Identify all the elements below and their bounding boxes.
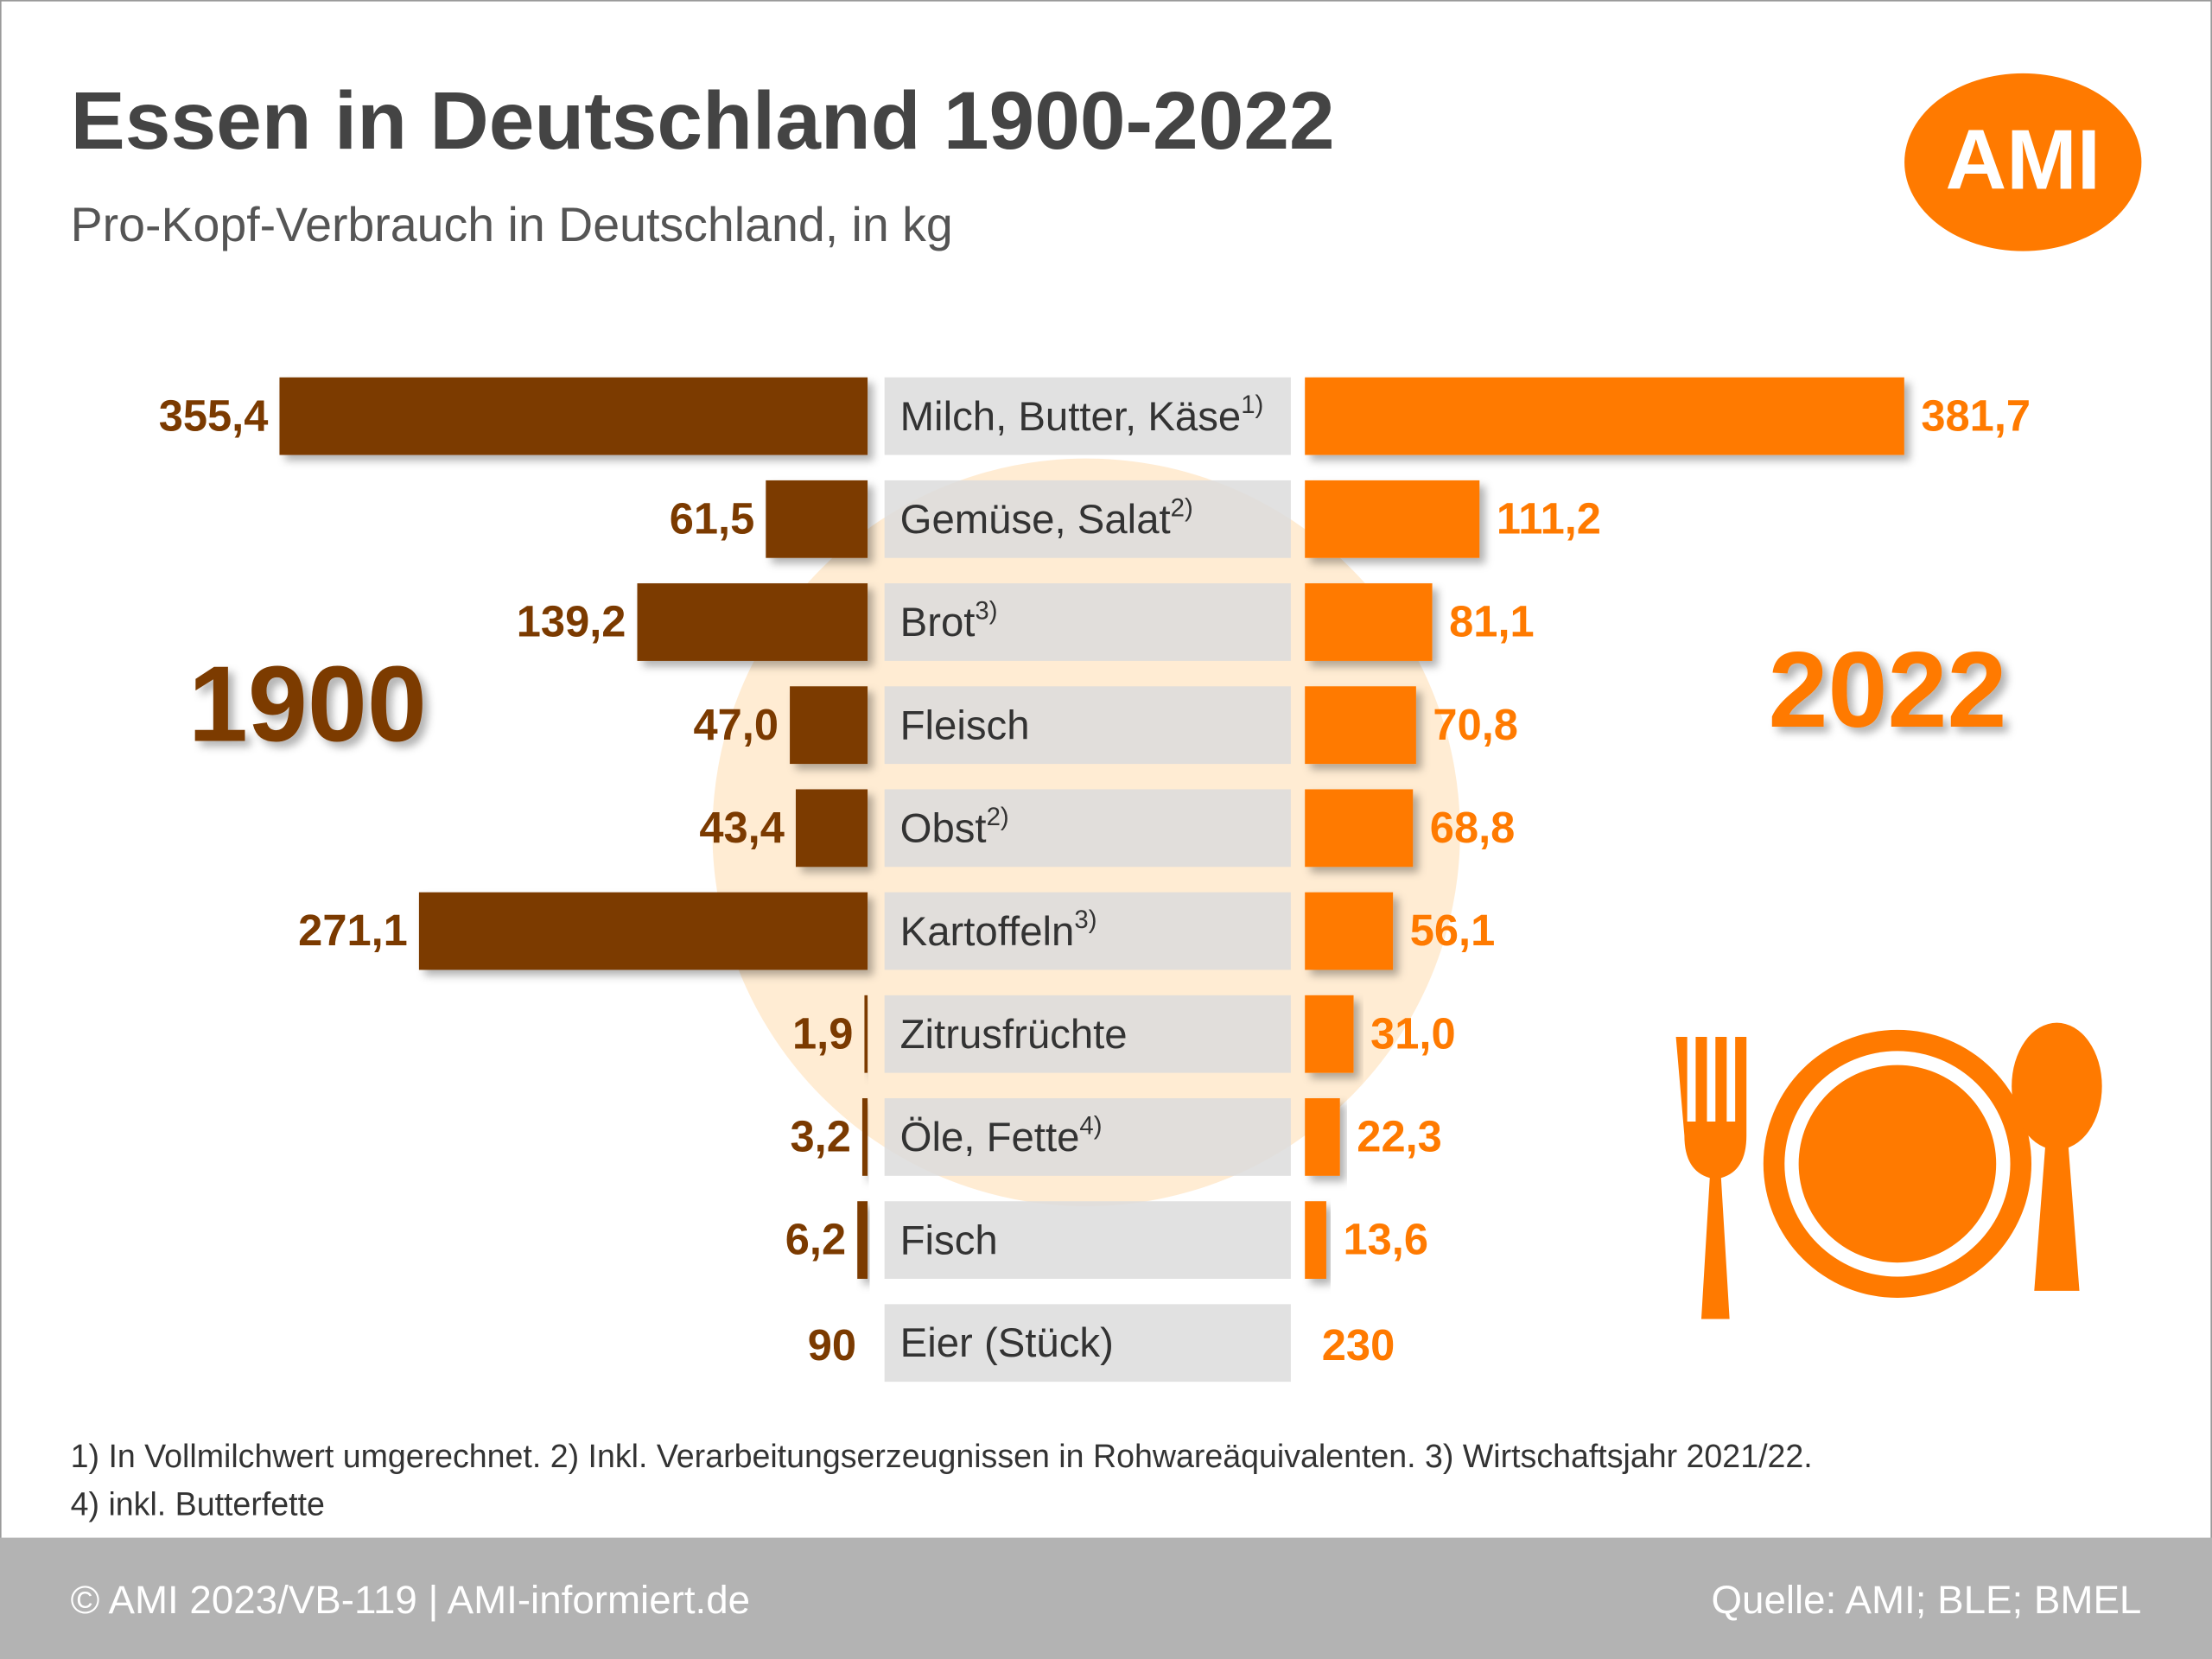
- series-name: 2022: [1768, 631, 2006, 750]
- value-label: 56,1: [1410, 906, 1496, 955]
- bar: [1305, 1201, 1326, 1279]
- fork: [1675, 1037, 1747, 1319]
- category-box: [884, 686, 1291, 765]
- bar: [857, 1201, 868, 1279]
- value-label: 1,9: [792, 1008, 853, 1058]
- series-name: 1900: [188, 645, 427, 764]
- value-label: 61,5: [670, 493, 755, 543]
- category-text: Öle, Fette: [900, 1115, 1080, 1160]
- category-note: 3): [975, 596, 997, 625]
- logo-bg: [1904, 73, 2142, 251]
- category-note: 1): [1241, 391, 1263, 419]
- category-box: [884, 1304, 1291, 1382]
- category-box: [884, 1098, 1291, 1176]
- value-label: 68,8: [1430, 803, 1516, 852]
- category-label: Zitrusfrüchte: [900, 1012, 1128, 1058]
- value-label: 139,2: [517, 597, 626, 646]
- value-label: 22,3: [1357, 1112, 1442, 1161]
- bar: [1305, 789, 1414, 868]
- chart-subtitle: Pro-Kopf-Verbrauch in Deutschland, in kg: [71, 198, 953, 251]
- value-label: 6,2: [785, 1215, 846, 1264]
- category-label: Obst2): [900, 803, 1009, 851]
- category-label: Fleisch: [900, 702, 1030, 748]
- footer-right: Quelle: AMI; BLE; BMEL: [1711, 1578, 2141, 1622]
- bar: [766, 480, 868, 558]
- spoon-handle: [2034, 1142, 2080, 1291]
- bar: [790, 686, 868, 765]
- category-box: [884, 377, 1291, 455]
- category-label: Öle, Fette4): [900, 1111, 1103, 1160]
- category-box: [884, 480, 1291, 558]
- bar: [279, 377, 868, 455]
- value-label: 81,1: [1449, 597, 1535, 646]
- category-note: 4): [1079, 1111, 1102, 1140]
- bar: [1305, 377, 1904, 455]
- bar: [1305, 583, 1433, 661]
- footer-left: © AMI 2023/VB-119 | AMI-informiert.de: [71, 1578, 750, 1622]
- plate-center: [1798, 1065, 1997, 1263]
- category-box: [884, 583, 1291, 661]
- category-text: Zitrusfrüchte: [900, 1012, 1128, 1058]
- bar: [864, 995, 868, 1073]
- value-label: 355,4: [159, 391, 269, 440]
- category-box: [884, 1201, 1291, 1279]
- category-text: Obst: [900, 805, 987, 851]
- bar: [1305, 892, 1394, 970]
- category-label: Gemüse, Salat2): [900, 493, 1193, 542]
- value-label: 381,7: [1921, 391, 2031, 440]
- bar: [1305, 686, 1416, 765]
- category-text: Fisch: [900, 1217, 998, 1263]
- bar: [637, 583, 868, 661]
- value-label: 90: [808, 1320, 856, 1370]
- bar: [418, 892, 868, 970]
- bar: [1305, 480, 1480, 558]
- value-label: 47,0: [693, 700, 779, 749]
- bar: [795, 789, 868, 868]
- category-label: Brot3): [900, 596, 998, 645]
- spoon-head: [2012, 1022, 2102, 1150]
- footer-bar: [0, 1537, 2212, 1659]
- category-box: [884, 995, 1291, 1073]
- logo: AMI: [1945, 112, 2101, 207]
- category-text: Milch, Butter, Käse: [900, 393, 1242, 439]
- category-note: 2): [1171, 493, 1193, 522]
- category-text: Kartoffeln: [900, 908, 1075, 954]
- category-box: [884, 789, 1291, 868]
- bar: [1305, 1098, 1340, 1176]
- category-text: Gemüse, Salat: [900, 497, 1171, 543]
- category-label: Fisch: [900, 1217, 998, 1263]
- value-label: 70,8: [1433, 700, 1518, 749]
- plate-icon: [1675, 1022, 2102, 1319]
- footnote: 1) In Vollmilchwert umgerechnet. 2) Inkl…: [71, 1438, 1813, 1474]
- category-text: Brot: [900, 600, 976, 645]
- category-note: 2): [987, 803, 1009, 831]
- bar: [1305, 995, 1354, 1073]
- category-note: 3): [1074, 906, 1096, 934]
- value-label: 230: [1322, 1320, 1395, 1370]
- value-label: 111,2: [1497, 493, 1601, 543]
- bar: [861, 1098, 868, 1176]
- category-box: [884, 892, 1291, 970]
- category-text: Fleisch: [900, 702, 1030, 748]
- category-label: Kartoffeln3): [900, 906, 1097, 954]
- footnote: 4) inkl. Butterfette: [71, 1486, 325, 1522]
- value-label: 43,4: [699, 803, 785, 852]
- category-label: Milch, Butter, Käse1): [900, 391, 1264, 439]
- value-label: 31,0: [1370, 1008, 1456, 1058]
- category-label: Eier (Stück): [900, 1320, 1114, 1366]
- chart-title: Essen in Deutschland 1900-2022: [71, 75, 1335, 167]
- value-label: 13,6: [1344, 1215, 1429, 1264]
- value-label: 3,2: [791, 1112, 851, 1161]
- value-label: 271,1: [298, 906, 408, 955]
